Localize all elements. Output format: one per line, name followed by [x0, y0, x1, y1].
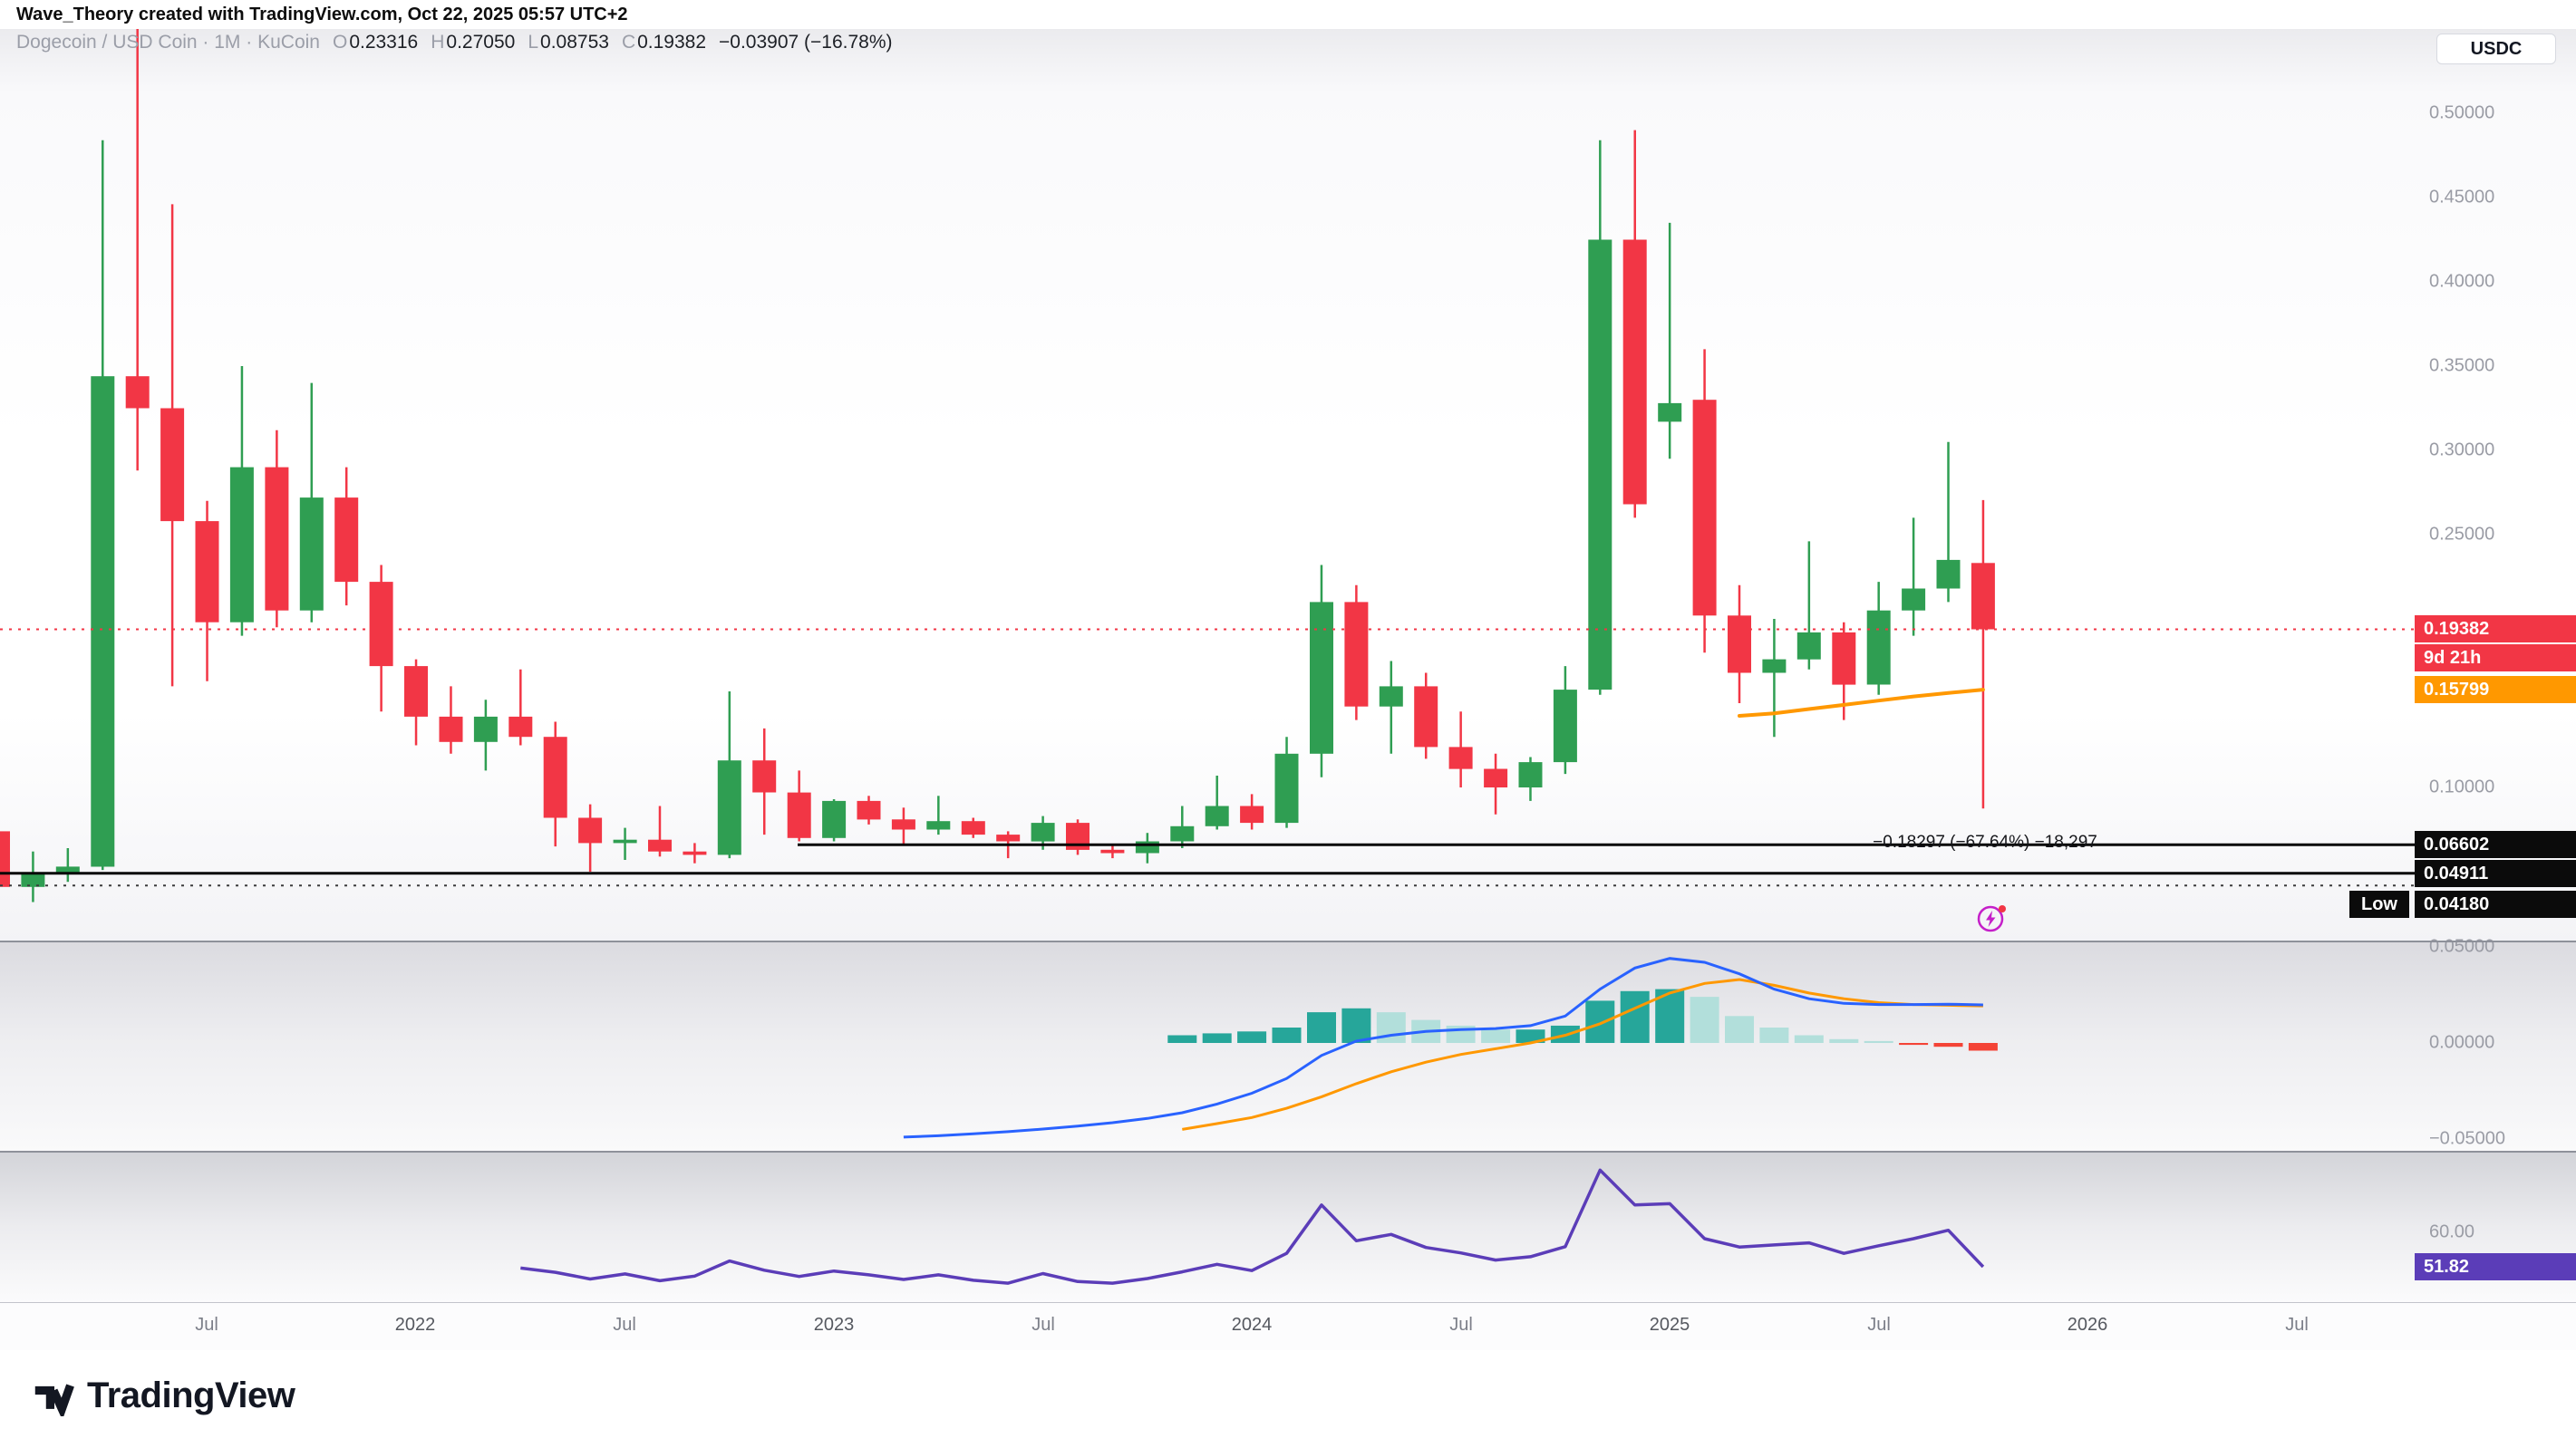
axis-badge: 0.15799 — [2415, 676, 2576, 703]
axis-badge: 51.82 — [2415, 1253, 2576, 1280]
low-label-chip: Low — [2349, 891, 2409, 918]
price-axis-label: 0.35000 — [2429, 355, 2495, 376]
measure-annotation: −0.18297 (−67.64%) −18,297 — [1873, 833, 2097, 852]
rsi-canvas[interactable] — [0, 1153, 2576, 1302]
legend-low: L 0.08753 — [528, 32, 609, 53]
price-axis-label: 60.00 — [2429, 1221, 2475, 1242]
price-axis-label: 0.10000 — [2429, 777, 2495, 797]
axis-badge: 0.19382 — [2415, 615, 2576, 642]
time-axis-month-label: Jul — [195, 1315, 218, 1335]
price-axis-label: −0.05000 — [2429, 1128, 2505, 1149]
time-axis-year-label: 2026 — [2067, 1315, 2108, 1335]
footer: TradingView — [0, 1350, 2576, 1448]
time-axis-month-label: Jul — [2285, 1315, 2309, 1335]
time-axis-month-label: Jul — [1031, 1315, 1055, 1335]
time-axis-month-label: Jul — [1449, 1315, 1473, 1335]
price-axis-label: 0.40000 — [2429, 271, 2495, 292]
symbol-legend[interactable]: Dogecoin / USD Coin · 1M · KuCoin O 0.233… — [16, 32, 893, 53]
axis-badge: 0.04911 — [2415, 860, 2576, 887]
macd-canvas[interactable] — [0, 942, 2576, 1153]
legend-high: H 0.27050 — [431, 32, 516, 53]
legend-change: −0.03907 (−16.78%) — [719, 32, 893, 53]
tradingview-logo-icon — [34, 1383, 74, 1416]
tradingview-logo[interactable]: TradingView — [33, 1376, 295, 1416]
attribution-text: Wave_Theory created with TradingView.com… — [16, 5, 628, 24]
axis-badge: 0.06602 — [2415, 831, 2576, 858]
currency-toggle-button[interactable]: USDC — [2436, 34, 2556, 64]
price-axis-label: 0.45000 — [2429, 187, 2495, 208]
tradingview-logo-text: TradingView — [87, 1376, 295, 1415]
pane-separator-rsi[interactable] — [0, 1151, 2576, 1153]
chart-area[interactable]: Dogecoin / USD Coin · 1M · KuCoin O 0.233… — [0, 29, 2576, 1351]
pane-separator-macd[interactable] — [0, 941, 2576, 942]
legend-close: C 0.19382 — [621, 32, 707, 53]
price-axis-label: 0.30000 — [2429, 439, 2495, 460]
time-axis-year-label: 2023 — [813, 1315, 855, 1335]
time-axis-month-label: Jul — [1867, 1315, 1891, 1335]
price-axis-label: 0.05000 — [2429, 936, 2495, 957]
time-axis-year-label: 2022 — [394, 1315, 436, 1335]
time-axis-month-label: Jul — [613, 1315, 636, 1335]
axis-badge: 0.04180 — [2415, 891, 2576, 918]
price-axis-label: 0.50000 — [2429, 102, 2495, 123]
axis-badge: 9d 21h — [2415, 644, 2576, 671]
flash-event-icon[interactable] — [1974, 901, 2010, 937]
rsi-pane[interactable] — [0, 1153, 2576, 1302]
symbol-title[interactable]: Dogecoin / USD Coin · 1M · KuCoin — [16, 32, 320, 53]
price-axis-label: 0.25000 — [2429, 524, 2495, 545]
legend-open: O 0.23316 — [332, 32, 419, 53]
time-axis[interactable]: Jul 2022 Jul 2023 Jul 2024 Jul 2025 Jul 2026 Jul — [0, 1302, 2576, 1351]
macd-pane[interactable] — [0, 942, 2576, 1153]
candlestick-canvas[interactable] — [0, 29, 2576, 942]
time-axis-year-label: 2025 — [1649, 1315, 1690, 1335]
attribution-bar: Wave_Theory created with TradingView.com… — [0, 0, 2576, 29]
price-axis-label: 0.00000 — [2429, 1032, 2495, 1053]
time-axis-year-label: 2024 — [1231, 1315, 1273, 1335]
